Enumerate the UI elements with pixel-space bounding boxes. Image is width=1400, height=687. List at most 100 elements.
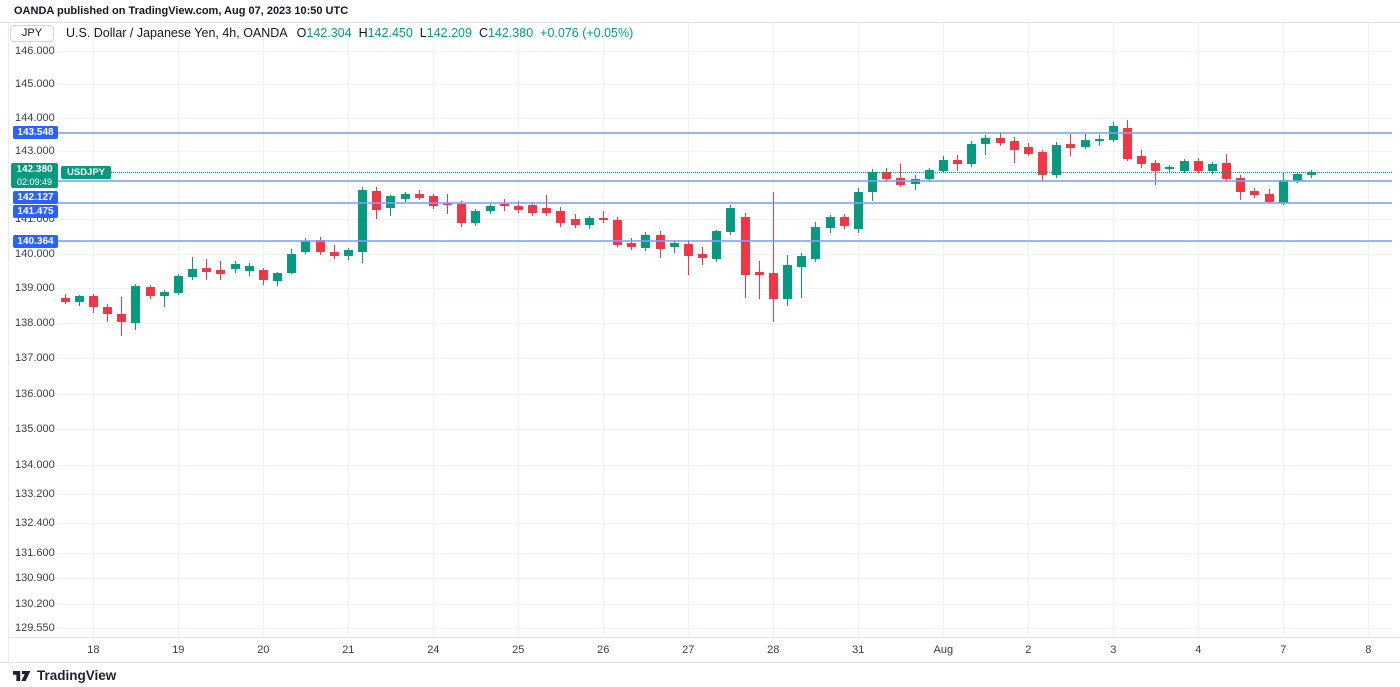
chart-canvas[interactable]: 143.548 142.127 141.475 140.364 146.000 145.… [0,22,1400,662]
time-scale-label: 25 [512,644,525,656]
candle-wick [758,260,760,300]
candle-body [868,171,877,193]
last-price-value: 142.380 [16,163,53,175]
time-scale-label: 21 [342,644,355,656]
alert-price-line[interactable] [57,131,1392,134]
price-alert-badge[interactable]: 143.548 [13,126,58,140]
price-scale-label: 145.000 [15,78,55,91]
alert-price-line[interactable] [57,179,1392,182]
candle-body [188,268,197,278]
price-alert-badge[interactable]: 141.475 [13,204,58,218]
last-price-badge: 142.380 02:09:49 [11,162,58,188]
tradingview-logo-icon[interactable] [13,669,31,683]
candle-wick [985,135,987,155]
candle-body [754,271,764,276]
gridline-horizontal [57,429,1392,431]
gridline-vertical [1028,22,1030,637]
gridline-horizontal [57,288,1392,290]
candle-body [528,204,537,213]
price-scale-label: 130.200 [15,598,55,611]
candle-body [669,242,679,248]
candle-body [882,172,892,179]
candle-body [173,275,183,293]
candle-body [938,160,948,171]
candle-body [811,226,821,259]
gridline-vertical [858,22,860,637]
time-scale-label: 3 [1110,644,1117,656]
alert-price-line[interactable] [57,202,1392,205]
candle-body [88,296,98,307]
symbol-button[interactable]: JPY [10,24,54,42]
candle-body [202,267,212,272]
candle-body [343,249,353,257]
gridline-horizontal [57,358,1392,360]
gridline-horizontal [57,552,1392,554]
gridline-horizontal [57,393,1392,395]
symbol-title: U.S. Dollar / Japanese Yen, 4h, OANDA [66,26,288,40]
candle-body [1236,178,1246,192]
candle-body [74,296,84,303]
gridline-horizontal [57,323,1392,325]
candle-wick [546,194,548,216]
gridline-horizontal [57,604,1392,606]
price-scale-label: 133.200 [15,488,55,501]
time-scale-label: 26 [597,644,610,656]
candle-body [117,313,127,322]
alert-price-line[interactable] [57,240,1392,243]
time-scale-label: 20 [257,644,270,656]
gridline-vertical [1198,22,1200,637]
candle-body [981,137,991,144]
candle-body [1094,138,1104,142]
candle-body [273,273,282,282]
tradingview-brand-text[interactable]: TradingView [37,668,117,683]
price-change: +0.076 (+0.05%) [540,26,634,40]
gridline-horizontal [57,578,1392,580]
time-scale-label: Aug [933,644,954,656]
candle-body [513,205,523,210]
candle-body [103,306,112,315]
price-scale-label: 138.000 [15,317,55,330]
candle-body [853,191,863,230]
candle-wick [163,290,165,308]
candle-body [287,253,297,274]
candle-body [1278,180,1288,203]
candle-body [457,203,467,223]
candle-body [783,265,792,300]
gridline-vertical [943,22,945,637]
candle-body [1052,144,1062,175]
attribution-bar: OANDA published on TradingView.com, Aug … [0,0,1400,23]
gridline-vertical [433,22,435,637]
candle-body [924,169,934,180]
candle-body [60,298,70,303]
candle-body [1292,174,1302,181]
gridline-horizontal [57,117,1392,119]
candle-body [1123,127,1132,160]
gridline-vertical [1283,22,1285,637]
candle-body [740,216,750,275]
candle-body [1193,161,1203,171]
candle-body [683,243,693,256]
candle-body [613,219,622,246]
ohlc-low: L142.209 [419,26,472,40]
gridline-vertical [773,22,775,637]
ohlc-high: H142.450 [358,26,413,40]
price-alert-badge[interactable]: 140.364 [13,234,58,248]
candle-wick [687,239,689,275]
candle-wick [602,211,604,223]
bar-countdown: 02:09:49 [16,176,53,187]
candle-body [1137,156,1147,165]
gridline-horizontal [57,494,1392,496]
ohlc-open: O142.304 [296,26,352,40]
candle-body [627,242,637,248]
candle-body [329,252,339,256]
candle-wick [772,191,774,323]
time-scale-label: 24 [427,644,440,656]
candle-body [726,208,736,232]
gridline-vertical [688,22,690,637]
price-alert-badge[interactable]: 142.127 [13,190,58,204]
gridline-vertical [348,22,350,637]
candle-body [358,189,367,252]
candle-body [372,190,382,210]
candle-body [1222,163,1232,180]
price-scale-label: 134.000 [15,459,55,472]
